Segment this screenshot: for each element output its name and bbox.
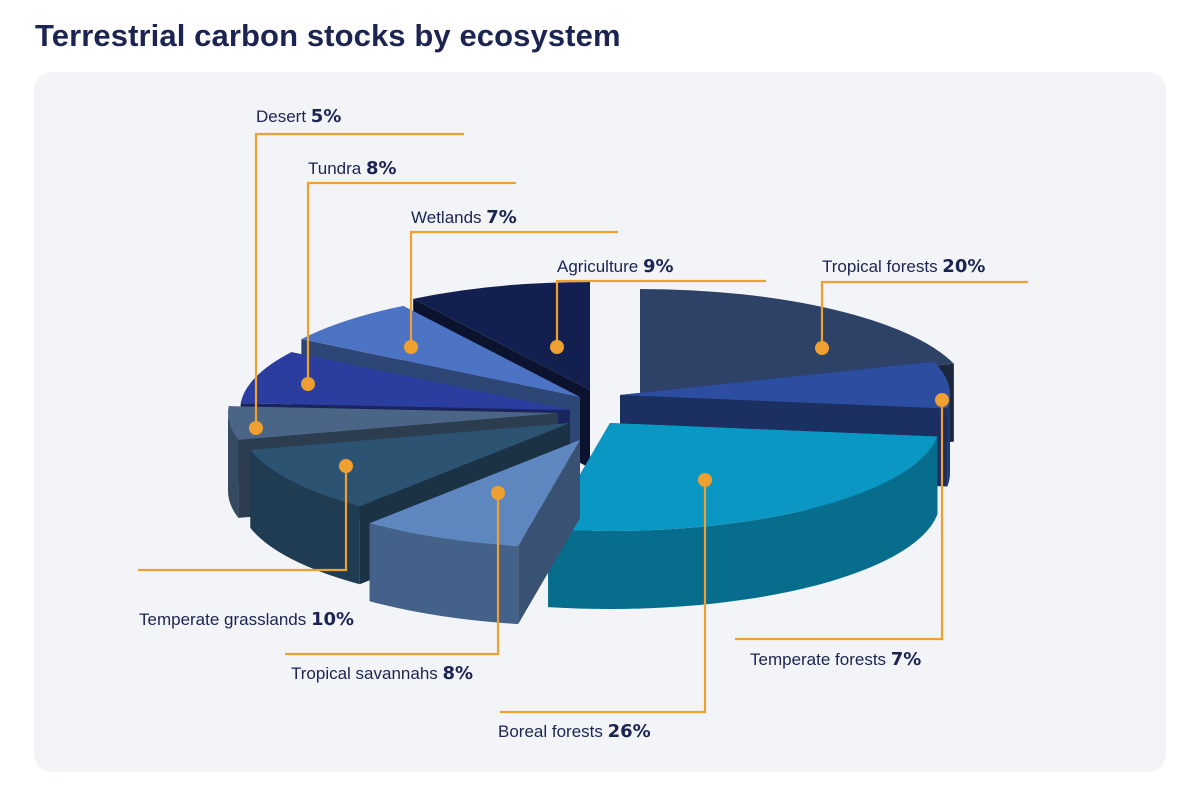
- leader-dot-agriculture: [550, 340, 564, 354]
- slice-label-wetlands: Wetlands 7%: [411, 207, 517, 228]
- slice-label-tropical-forests: Tropical forests 20%: [822, 256, 985, 277]
- slice-label-name: Tundra: [308, 159, 366, 178]
- leader-line-tundra: [306, 181, 516, 384]
- slice-top: [240, 352, 570, 410]
- slice-label-value: 8%: [366, 158, 397, 179]
- leader-lines: [138, 132, 1028, 714]
- leader-dot-tropical-savannahs: [491, 486, 505, 500]
- leader-dot-tundra: [301, 377, 315, 391]
- leader-dot-temperate-grasslands: [339, 459, 353, 473]
- slice-label-desert: Desert 5%: [256, 106, 341, 127]
- leader-line-tropical-savannahs: [285, 493, 500, 656]
- slice-label-value: 8%: [443, 663, 474, 684]
- slice-side: [548, 436, 938, 609]
- slice-label-value: 9%: [643, 256, 674, 277]
- slice-top: [228, 406, 559, 440]
- slice-side: [250, 449, 360, 585]
- leader-dot-wetlands: [404, 340, 418, 354]
- chart-title: Terrestrial carbon stocks by ecosystem: [35, 18, 621, 53]
- slice-label-value: 7%: [486, 207, 517, 228]
- slice-side: [947, 395, 950, 487]
- slice-boreal-forests: [548, 423, 938, 609]
- chart-panel: [34, 72, 1166, 772]
- slice-top: [301, 305, 580, 397]
- slice-side: [228, 413, 239, 518]
- slice-label-agriculture: Agriculture 9%: [557, 256, 674, 277]
- slice-tropical-savannahs: [369, 440, 580, 625]
- slice-label-value: 20%: [942, 256, 985, 277]
- slice-label-value: 5%: [311, 106, 342, 127]
- slice-label-value: 10%: [311, 609, 354, 630]
- slice-top: [548, 423, 938, 531]
- slice-label-name: Desert: [256, 107, 311, 126]
- leader-line-boreal-forests: [500, 480, 707, 714]
- slice-label-boreal-forests: Boreal forests 26%: [498, 721, 651, 742]
- slice-label-value: 26%: [608, 721, 651, 742]
- slice-labels: Tropical forests 20% Temperate forests 7%…: [139, 106, 985, 742]
- leader-line-temperate-grasslands: [138, 466, 348, 572]
- slice-label-temperate-forests: Temperate forests 7%: [750, 649, 921, 670]
- slice-label-name: Agriculture: [557, 257, 643, 276]
- slice-label-name: Boreal forests: [498, 722, 608, 741]
- slice-label-tundra: Tundra 8%: [308, 158, 397, 179]
- pie-slices: [228, 282, 954, 625]
- slice-label-value: 7%: [891, 649, 922, 670]
- slice-label-tropical-savannahs: Tropical savannahs 8%: [291, 663, 473, 684]
- slice-top: [369, 440, 580, 547]
- leader-line-wetlands: [409, 230, 618, 347]
- leader-dot-temperate-forests: [935, 393, 949, 407]
- slice-label-name: Temperate grasslands: [139, 610, 311, 629]
- slice-label-name: Temperate forests: [750, 650, 891, 669]
- slice-side: [369, 523, 519, 625]
- leader-line-desert: [254, 132, 464, 428]
- slice-label-temperate-grasslands: Temperate grasslands 10%: [139, 609, 354, 630]
- leader-line-agriculture: [555, 279, 766, 347]
- slice-top: [620, 361, 950, 409]
- leader-dot-desert: [249, 421, 263, 435]
- slice-label-name: Tropical savannahs: [291, 664, 443, 683]
- slice-label-name: Wetlands: [411, 208, 486, 227]
- slice-label-name: Tropical forests: [822, 257, 942, 276]
- leader-dot-boreal-forests: [698, 473, 712, 487]
- leader-dot-tropical-forests: [815, 341, 829, 355]
- leader-line-tropical-forests: [820, 280, 1028, 348]
- leader-line-temperate-forests: [735, 400, 944, 641]
- slice-top: [250, 423, 570, 507]
- slice-top: [413, 282, 590, 390]
